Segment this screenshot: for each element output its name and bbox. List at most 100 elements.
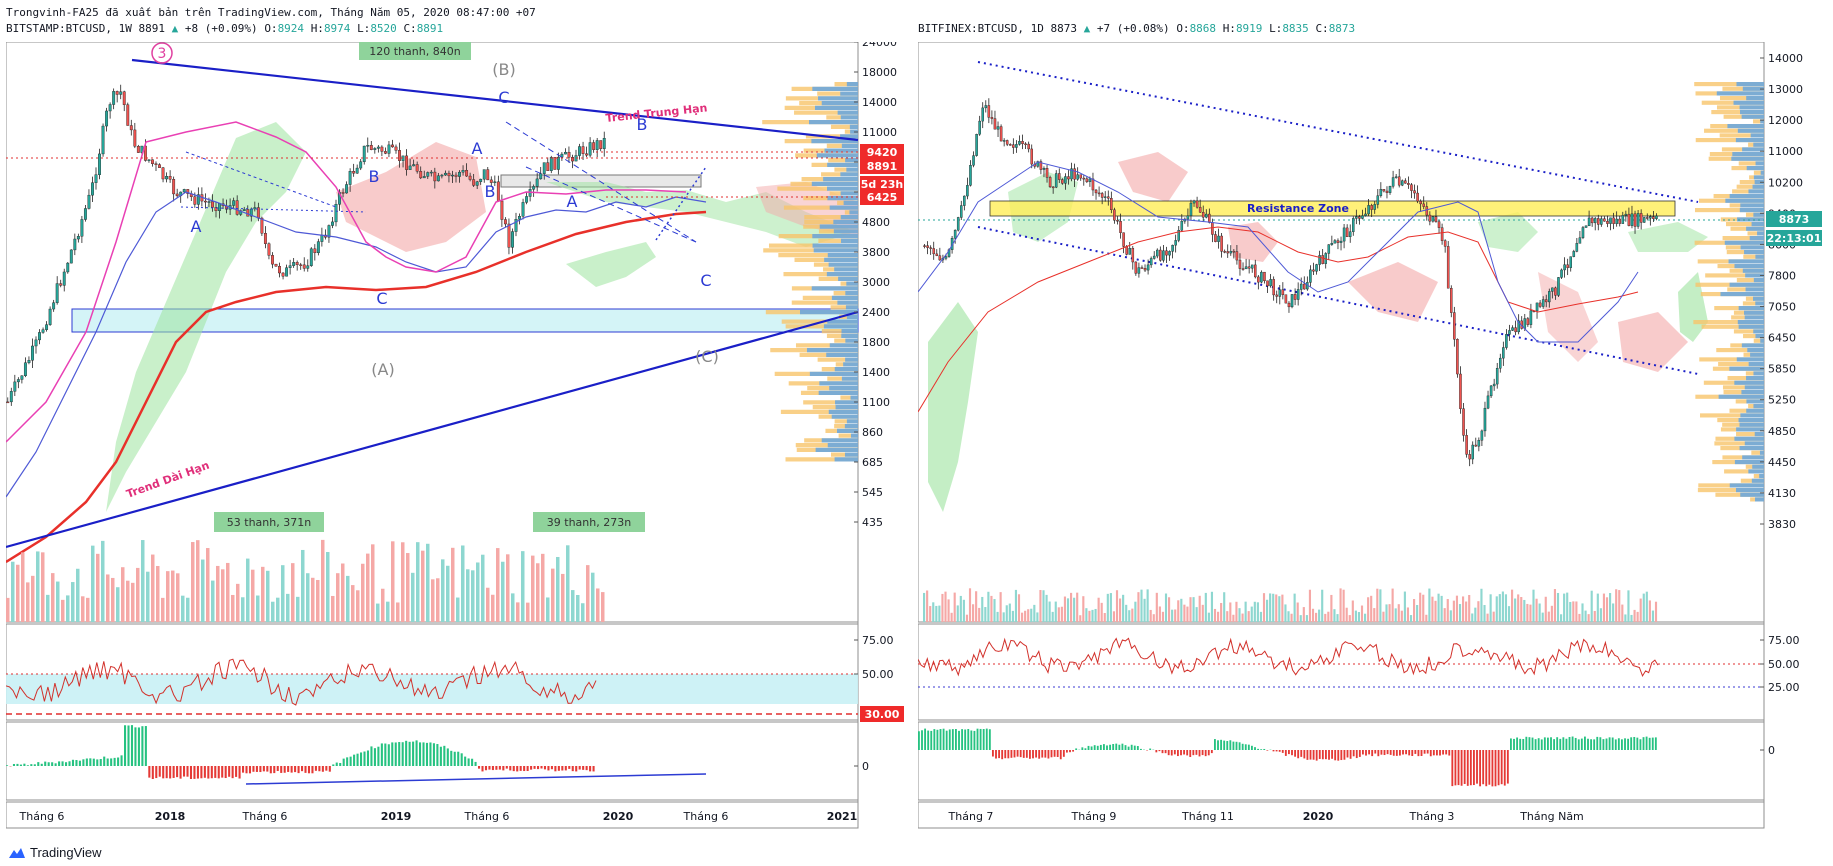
left-macd-bar (391, 742, 394, 766)
right-volume-bar (1244, 601, 1247, 622)
left-volume-bar (36, 551, 40, 622)
left-volume-bar (356, 590, 360, 622)
left-volume-bar (66, 595, 70, 622)
left-vp-row-inner (823, 324, 858, 329)
right-volume-bar (1449, 610, 1452, 622)
left-vp-row (804, 215, 858, 220)
left-price-tick: 3000 (862, 276, 890, 289)
right-vp-row-inner (1744, 310, 1764, 315)
right-candle (1413, 190, 1416, 194)
right-volume-bar (1612, 603, 1615, 622)
right-volume-bar (1566, 592, 1569, 622)
right-channel-top (977, 61, 1699, 203)
right-macd-bar (1084, 748, 1087, 750)
right-vp-row-inner (1755, 334, 1764, 339)
right-candle (1293, 294, 1297, 300)
right-volume-bar (1425, 614, 1428, 622)
right-volume-bar (1556, 592, 1560, 622)
right-macd-pane[interactable] (918, 721, 1765, 801)
right-time-axis[interactable] (918, 801, 1765, 829)
right-macd-bar (1654, 737, 1657, 750)
right-candle (1652, 216, 1655, 219)
macd-trendline (245, 773, 707, 785)
left-candle (182, 189, 186, 193)
left-candle (422, 176, 426, 179)
right-candle (1103, 196, 1107, 198)
left-rsi-pane[interactable] (6, 623, 859, 721)
right-vp-row-inner (1760, 338, 1764, 343)
left-volume-bar (446, 565, 450, 622)
left-vp-row (795, 343, 858, 348)
right-volume-bar (1651, 610, 1655, 622)
right-rsi-pane[interactable] (918, 623, 1765, 721)
left-macd-bar (578, 766, 581, 770)
right-vp-row-inner (1729, 194, 1764, 199)
right-price-axis[interactable]: 1400013000120001100010200940086007800705… (1760, 52, 1803, 531)
left-vp-row-inner (837, 428, 858, 433)
left-price-tick: 435 (862, 516, 883, 529)
right-macd-bar (1204, 750, 1207, 757)
right-candle (960, 205, 963, 218)
tradingview-logo[interactable]: TradingView (8, 845, 102, 860)
right-chart[interactable]: Resistance Zone 140001300012000110001020… (918, 42, 1830, 830)
right-candle (1505, 334, 1508, 348)
right-candle (1615, 218, 1618, 224)
right-volume-bar (975, 591, 978, 622)
right-macd-bar (1584, 736, 1586, 750)
left-macd-bar (179, 766, 182, 779)
right-volume-bar (1578, 613, 1581, 622)
right-volume-bar (1455, 595, 1459, 622)
left-volume-bar (91, 545, 95, 622)
left-volume-bar (476, 562, 480, 622)
left-macd-bar (550, 766, 553, 770)
left-candle (267, 243, 271, 256)
right-volume-bar (1569, 601, 1572, 622)
right-macd-bar (1220, 739, 1223, 750)
left-macd-bar (533, 766, 536, 769)
left-time-tick: 2018 (155, 810, 186, 823)
right-macd-bar (1442, 750, 1445, 755)
left-candle (211, 201, 214, 208)
right-price-tick: 11000 (1768, 145, 1803, 158)
right-candle (1162, 250, 1165, 261)
left-candle (23, 362, 27, 377)
right-volume-bar (1155, 592, 1158, 622)
right-candle (929, 247, 932, 249)
right-macd-bar (1029, 750, 1031, 759)
left-vp-row-inner (829, 205, 858, 210)
left-volume-bar (286, 593, 290, 622)
right-candle (1113, 209, 1116, 221)
left-candle (34, 339, 38, 347)
left-volume-bar (131, 582, 135, 622)
left-volume-bar (251, 569, 255, 622)
left-chart[interactable]: 120 thanh, 840n 53 thanh, 371n 39 thanh,… (6, 42, 904, 830)
right-candle (1336, 240, 1340, 243)
left-volume-bar (471, 570, 475, 622)
right-macd-bar (1454, 750, 1457, 786)
right-candle (1039, 161, 1043, 170)
right-h: 8919 (1235, 22, 1263, 35)
right-volume-bar (1241, 613, 1244, 622)
right-volume-bar (1269, 593, 1272, 622)
left-time-axis[interactable] (6, 801, 859, 829)
left-volume-bar (161, 597, 165, 622)
right-vp-row (1694, 208, 1764, 213)
left-macd-bar (332, 764, 335, 766)
left-price-axis[interactable]: 2400018000140001100080006400480038003000… (854, 42, 897, 529)
right-vp-row-inner (1753, 278, 1764, 283)
right-volume-bar (1149, 609, 1152, 622)
right-macd-bar (1395, 750, 1398, 756)
right-volume-bar (1125, 604, 1128, 622)
right-macd-bar (1223, 740, 1226, 750)
left-price-tick: 18000 (862, 66, 897, 79)
left-candle (83, 208, 87, 220)
left-macd-bar (530, 766, 533, 770)
left-candle (556, 156, 560, 170)
right-volume-bar (1339, 588, 1342, 622)
left-price-tick: 24000 (862, 42, 897, 49)
right-price-tick: 7050 (1768, 301, 1796, 314)
right-volume-bar (1382, 611, 1385, 622)
right-macd-bar (1386, 750, 1389, 755)
left-macd-pane[interactable] (6, 721, 859, 801)
right-macd-bar (1445, 750, 1448, 755)
